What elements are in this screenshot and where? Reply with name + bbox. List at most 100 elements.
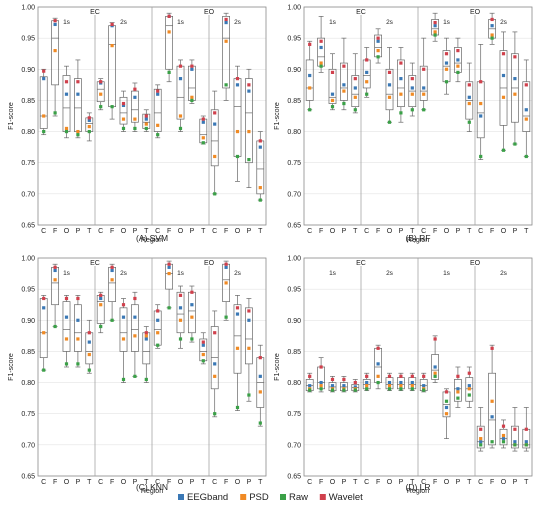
box-13 — [188, 59, 196, 104]
window-label: 1s — [329, 19, 337, 26]
box-6 — [374, 28, 382, 64]
point-psd — [479, 101, 483, 106]
point-raw — [87, 368, 91, 372]
x-tick-label: P — [513, 479, 518, 486]
point-eegband — [42, 77, 46, 81]
point-psd — [144, 334, 148, 338]
x-tick-label: C — [212, 228, 217, 235]
point-raw — [178, 126, 183, 131]
condition-label: EC — [90, 9, 100, 16]
point-eegband — [501, 73, 506, 78]
point-eegband — [178, 306, 183, 310]
x-tick-label: O — [444, 228, 450, 235]
point-wavelet — [376, 346, 380, 350]
x-tick-label: F — [319, 228, 323, 235]
x-tick-label: P — [247, 228, 252, 235]
point-psd — [110, 278, 114, 282]
x-tick-label: F — [224, 479, 228, 486]
point-eegband — [64, 92, 69, 96]
point-raw — [501, 148, 506, 152]
box-14 — [199, 115, 208, 145]
point-eegband — [178, 77, 183, 81]
box-body — [131, 304, 139, 352]
point-eegband — [524, 108, 528, 112]
x-axis-label: Region — [407, 488, 429, 495]
x-axis-label: Region — [141, 488, 163, 495]
legend-label: PSD — [249, 492, 269, 503]
x-tick-label: C — [421, 228, 426, 235]
point-wavelet — [213, 111, 217, 115]
x-tick-label: F — [490, 479, 494, 486]
point-psd — [319, 384, 323, 388]
point-eegband — [353, 385, 357, 389]
point-eegband — [224, 20, 228, 25]
point-wavelet — [42, 296, 46, 301]
panels: 0.65 0.70 0.75 0.80 0.85 0.90 0.95 1.00 EC 1s 2s EO… — [8, 5, 533, 495]
point-eegband — [444, 405, 449, 410]
point-eegband — [467, 95, 471, 99]
x-tick-label: T — [144, 228, 149, 235]
point-wavelet — [42, 69, 46, 73]
box-14 — [465, 62, 474, 132]
condition-label: EC — [356, 9, 366, 16]
box-17 — [499, 31, 508, 152]
point-raw — [456, 70, 460, 74]
panel-caption: (C) KNN — [136, 482, 168, 492]
y-tick-label: 0.85 — [287, 98, 301, 105]
chart-panel-3: 0.65 0.70 0.75 0.80 0.85 0.90 0.95 1.00 EC 1s 2s EO… — [274, 256, 533, 495]
legend-swatch — [319, 494, 326, 500]
panel-caption: (D) LR — [405, 482, 430, 492]
point-wavelet — [524, 83, 528, 87]
box-body — [511, 425, 519, 449]
point-eegband — [133, 95, 137, 99]
point-wavelet — [365, 374, 369, 378]
y-tick-label: 0.65 — [287, 474, 301, 481]
point-wavelet — [467, 371, 471, 375]
panel-caption: (B) RF — [405, 233, 430, 243]
point-eegband — [76, 92, 80, 96]
x-tick-label: O — [501, 479, 507, 486]
x-tick-label: P — [342, 479, 347, 486]
point-raw — [190, 337, 194, 341]
y-tick-label: 0.65 — [287, 223, 301, 230]
point-psd — [433, 30, 437, 34]
box-6 — [108, 22, 116, 120]
point-eegband — [99, 296, 103, 301]
point-psd — [524, 117, 528, 121]
point-wavelet — [387, 70, 392, 74]
point-eegband — [467, 384, 471, 388]
point-psd — [444, 67, 449, 71]
point-eegband — [365, 380, 369, 385]
legend-swatch — [280, 494, 286, 500]
point-psd — [501, 95, 506, 99]
box-body — [188, 65, 196, 101]
box-19 — [522, 407, 531, 452]
box-body — [74, 304, 82, 352]
x-tick-label: F — [376, 479, 380, 486]
point-raw — [144, 377, 148, 382]
box-10 — [153, 304, 162, 349]
point-wavelet — [156, 89, 160, 93]
point-eegband — [42, 306, 46, 310]
box-body — [222, 15, 230, 89]
box-body — [245, 78, 253, 164]
point-wavelet — [121, 101, 126, 106]
window-label: 2s — [120, 270, 128, 277]
point-wavelet — [524, 427, 528, 431]
point-psd — [479, 437, 483, 441]
x-tick-label: C — [41, 228, 46, 235]
point-wavelet — [342, 377, 346, 382]
point-eegband — [319, 45, 323, 50]
y-axis-label: F1-score — [8, 353, 15, 381]
point-psd — [156, 331, 160, 335]
point-raw — [224, 83, 228, 87]
chart-panel-0: 0.65 0.70 0.75 0.80 0.85 0.90 0.95 1.00 EC 1s 2s EO… — [8, 5, 267, 244]
point-psd — [247, 129, 251, 134]
box-14 — [199, 332, 208, 365]
box-body — [305, 59, 314, 101]
point-wavelet — [99, 80, 103, 84]
point-wavelet — [444, 52, 449, 56]
point-psd — [387, 95, 392, 99]
point-wavelet — [87, 116, 91, 120]
x-tick-label: O — [64, 228, 70, 235]
